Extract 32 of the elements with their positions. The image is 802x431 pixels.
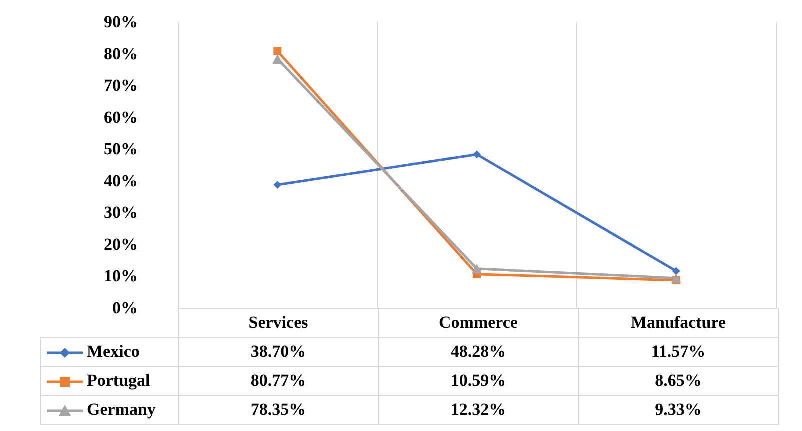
y-tick-label: 0%	[112, 298, 138, 318]
legend-label: Germany	[87, 400, 156, 419]
data-label: 78.35%	[178, 396, 378, 424]
y-tick-label: 20%	[104, 234, 138, 254]
point	[272, 54, 283, 64]
x-tick-label: Services	[178, 308, 378, 338]
data-label: 10.59%	[378, 366, 578, 396]
point	[671, 273, 682, 284]
y-tick-label: 10%	[104, 266, 138, 286]
y-tick-label: 30%	[104, 203, 138, 222]
point	[473, 150, 481, 159]
data-label: 80.77%	[178, 366, 378, 396]
point	[274, 181, 282, 190]
y-tick-label: 40%	[104, 171, 138, 190]
y-tick-label: 90%	[104, 12, 138, 32]
y-tick-label: 60%	[104, 108, 138, 127]
point	[672, 267, 680, 276]
data-label: 48.28%	[378, 338, 578, 366]
data-label: 8.65%	[578, 366, 778, 396]
legend-label: Mexico	[87, 342, 140, 361]
y-tick-label: 50%	[104, 140, 138, 159]
y-tick-label: 70%	[104, 76, 138, 96]
data-label: 38.70%	[178, 338, 378, 366]
x-tick-label: Manufacture	[578, 308, 778, 338]
y-tick-label: 80%	[104, 44, 138, 64]
data-label: 9.33%	[578, 396, 778, 424]
point	[274, 47, 282, 56]
data-label: 12.32%	[378, 396, 578, 424]
point	[472, 264, 482, 274]
legend-label: Portugal	[87, 371, 150, 390]
data-label: 11.57%	[578, 338, 778, 366]
x-tick-label: Commerce	[378, 308, 578, 338]
